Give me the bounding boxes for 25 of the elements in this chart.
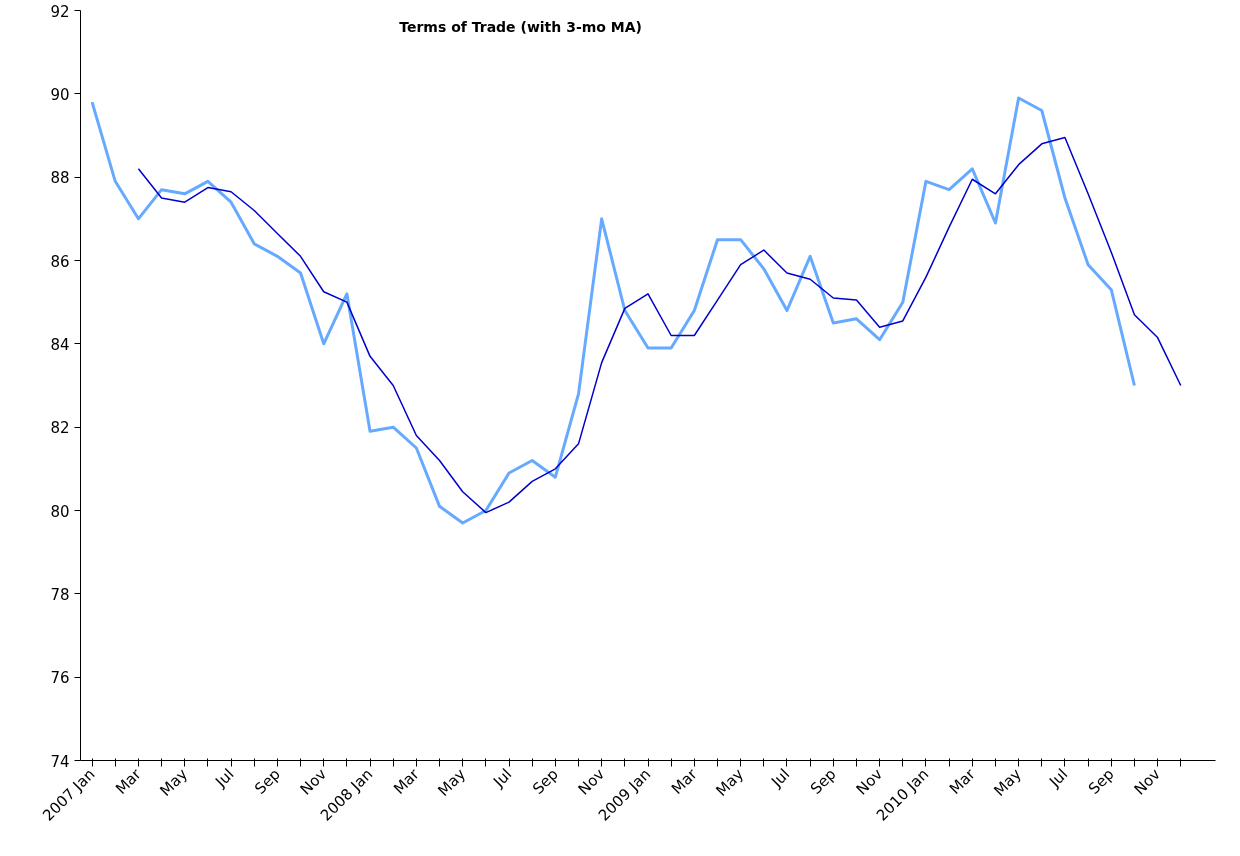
x-tick-label: Mar xyxy=(112,764,146,798)
y-tick-label: 88 xyxy=(50,169,70,188)
y-tick-label: 80 xyxy=(50,502,70,521)
x-tick-label: Mar xyxy=(389,764,424,798)
line-series xyxy=(137,136,1182,514)
x-tick-label: Sep xyxy=(251,765,284,798)
x-tick-label: Sep xyxy=(1084,765,1118,798)
x-tick-label: Jul xyxy=(489,765,516,792)
x-tick-label: Mar xyxy=(667,764,702,798)
y-tick-label: 84 xyxy=(50,335,70,354)
x-tick-label: Sep xyxy=(806,765,840,798)
line-series xyxy=(90,96,1136,525)
y-tick-label: 86 xyxy=(50,252,70,271)
y-tick-label: 90 xyxy=(50,85,70,104)
x-tick-label: Jul xyxy=(767,765,794,792)
x-tick-label: Mar xyxy=(945,764,980,798)
x-tick-label: Sep xyxy=(528,765,562,798)
y-tick-label: 92 xyxy=(50,2,70,21)
x-tick-label: Jul xyxy=(211,765,238,792)
x-tick-label: Jul xyxy=(1045,765,1072,792)
text: Terms of Trade (with 3-mo MA) xyxy=(399,18,642,35)
y-tick-label: 78 xyxy=(50,585,70,604)
y-tick-label: 76 xyxy=(50,669,70,688)
y-tick-label: 82 xyxy=(50,419,70,438)
y-tick-label: 74 xyxy=(50,752,70,771)
